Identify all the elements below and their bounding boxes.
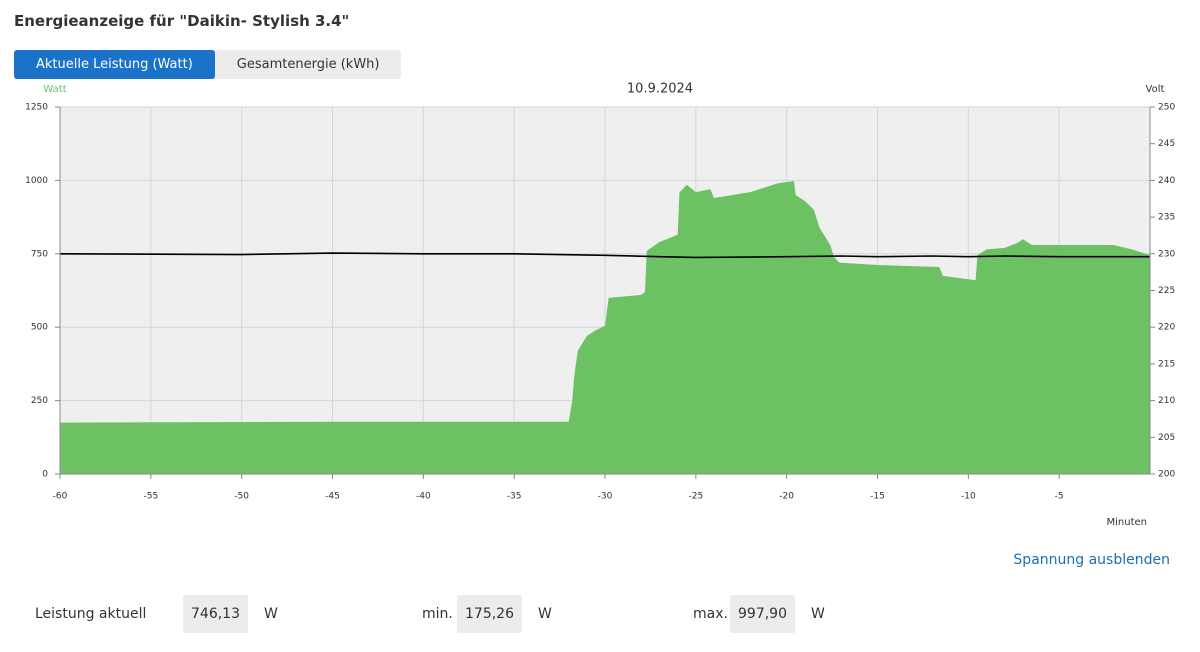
stat-value: 175,26 <box>457 595 522 633</box>
tab[interactable]: Gesamtenergie (kWh) <box>236 57 380 72</box>
x-tick-label: -25 <box>688 492 703 502</box>
y-tick-label: 750 <box>31 249 48 259</box>
y-tick-label: 1250 <box>25 103 48 113</box>
x-tick-label: -40 <box>416 492 431 502</box>
y2-tick-label: 200 <box>1158 470 1175 480</box>
y-tick-label: 250 <box>31 396 48 406</box>
y-tick-label: 0 <box>42 470 48 480</box>
stat: min. 175,26 W <box>422 595 552 633</box>
x-tick-label: -15 <box>870 492 885 502</box>
stat-unit: W <box>811 606 825 622</box>
stat: Leistung aktuell 746,13 W <box>35 595 278 633</box>
x-axis-title: Minuten <box>1107 517 1148 528</box>
x-tick-label: -5 <box>1055 492 1064 502</box>
x-tick-label: -30 <box>598 492 613 502</box>
stat-value: 746,13 <box>183 595 248 633</box>
y-axis-title: Watt <box>43 84 66 95</box>
x-tick-label: -10 <box>961 492 976 502</box>
y2-tick-label: 215 <box>1158 359 1175 369</box>
toggle-voltage-link[interactable]: Spannung ausblenden <box>1013 552 1170 568</box>
x-tick-label: -35 <box>507 492 522 502</box>
stat-value: 997,90 <box>730 595 795 633</box>
chart: 0 250 500 750 1000 1250 200 205 210 215 220 225 230 2… <box>25 82 1175 529</box>
tab[interactable]: Aktuelle Leistung (Watt) <box>14 50 215 79</box>
power-area <box>60 180 1150 475</box>
stat-label: Leistung aktuell <box>35 606 147 622</box>
stat-label: min. <box>422 606 453 622</box>
y2-tick-label: 220 <box>1158 323 1175 333</box>
y-tick-label: 500 <box>31 323 48 333</box>
x-tick-label: -55 <box>143 492 158 502</box>
y2-tick-label: 210 <box>1158 396 1175 406</box>
y-tick-label: 1000 <box>25 176 48 186</box>
y2-tick-label: 250 <box>1158 103 1175 113</box>
x-tick-label: -45 <box>325 492 340 502</box>
stat-unit: W <box>538 606 552 622</box>
stat-unit: W <box>264 606 278 622</box>
y2-tick-label: 205 <box>1158 433 1175 443</box>
tab-bar: Aktuelle Leistung (Watt) Gesamtenergie (… <box>14 50 402 79</box>
y2-tick-label: 240 <box>1158 176 1175 186</box>
page-title: Energieanzeige für "Daikin- Stylish 3.4" <box>14 12 350 30</box>
y2-tick-label: 235 <box>1158 213 1175 223</box>
y2-axis-title: Volt <box>1146 84 1165 95</box>
y2-tick-label: 225 <box>1158 286 1175 296</box>
x-tick-label: -20 <box>779 492 794 502</box>
x-tick-label: -50 <box>234 492 249 502</box>
stat: max. 997,90 W <box>693 595 825 633</box>
x-tick-label: -60 <box>53 492 68 502</box>
stat-label: max. <box>693 606 728 622</box>
y2-tick-label: 230 <box>1158 249 1175 259</box>
chart-title: 10.9.2024 <box>627 82 693 97</box>
y2-tick-label: 245 <box>1158 139 1175 149</box>
voltage-line <box>59 252 1150 259</box>
